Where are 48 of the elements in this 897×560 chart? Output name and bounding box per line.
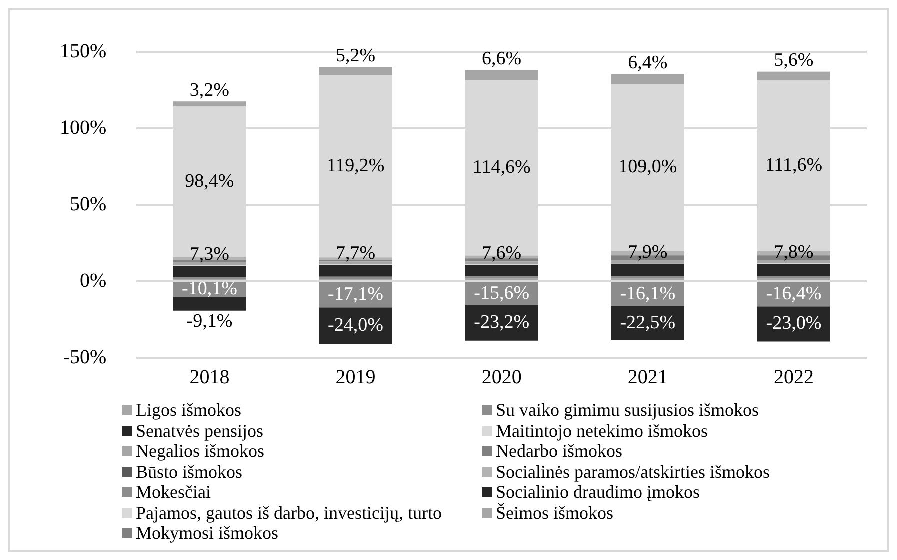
data-label: -22,5% bbox=[620, 312, 676, 334]
y-tick-label: 100% bbox=[60, 116, 107, 139]
data-label: -24,0% bbox=[328, 315, 384, 336]
legend-label: Ligos išmokos bbox=[136, 400, 242, 420]
data-label: -16,1% bbox=[620, 283, 676, 304]
x-tick-label: 2020 bbox=[482, 366, 522, 388]
data-label: -15,6% bbox=[474, 282, 530, 304]
x-tick-label: 2022 bbox=[774, 366, 814, 388]
data-label: 5,2% bbox=[336, 45, 376, 66]
data-label: 6,6% bbox=[482, 48, 522, 70]
legend-label: Šeimos išmokos bbox=[496, 502, 614, 523]
y-tick-label: -50% bbox=[63, 346, 107, 368]
data-label: 119,2% bbox=[326, 155, 385, 176]
data-label: -16,4% bbox=[766, 284, 822, 305]
data-label: 7,3% bbox=[190, 244, 230, 266]
data-label: 3,2% bbox=[190, 80, 230, 101]
data-label: 5,6% bbox=[774, 50, 814, 72]
legend-label: Senatvės pensijos bbox=[136, 420, 264, 441]
data-label: -17,1% bbox=[328, 284, 384, 306]
data-label: 111,6% bbox=[765, 155, 823, 176]
data-label: -23,2% bbox=[474, 312, 530, 334]
x-tick-label: 2021 bbox=[628, 366, 668, 388]
y-tick-label: 150% bbox=[60, 40, 107, 62]
legend-label: Negalios išmokos bbox=[136, 441, 264, 462]
legend-label: Mokesčiai bbox=[136, 482, 211, 502]
data-label: -9,1% bbox=[186, 310, 233, 332]
data-label: 114,6% bbox=[472, 157, 531, 178]
data-label: 7,8% bbox=[774, 242, 814, 264]
data-label: 7,9% bbox=[628, 242, 668, 263]
data-label: 6,4% bbox=[628, 52, 668, 74]
legend-label: Nedarbo išmokos bbox=[496, 441, 622, 462]
data-label: 109,0% bbox=[618, 156, 678, 178]
legend-label: Mokymosi išmokos bbox=[136, 523, 279, 544]
legend-label: Pajamos, gautos iš darbo, investicijų, turto bbox=[136, 502, 442, 523]
x-tick-label: 2018 bbox=[190, 366, 230, 388]
legend-label: Socialinio draudimo įmokos bbox=[496, 482, 700, 502]
data-label: 7,6% bbox=[482, 243, 522, 264]
data-label: -10,1% bbox=[182, 278, 238, 300]
legend-label: Būsto išmokos bbox=[136, 462, 243, 482]
legend-label: Su vaiko gimimu susijusios išmokos bbox=[496, 400, 760, 420]
data-label: 7,7% bbox=[336, 243, 376, 264]
y-tick-label: 0% bbox=[80, 270, 107, 292]
data-label: 98,4% bbox=[185, 171, 234, 192]
y-tick-label: 50% bbox=[70, 193, 107, 216]
legend-label: Maitintojo netekimo išmokos bbox=[496, 420, 708, 441]
x-tick-label: 2019 bbox=[336, 366, 376, 388]
legend-label: Socialinės paramos/atskirties išmokos bbox=[496, 462, 770, 482]
data-label: -23,0% bbox=[766, 313, 822, 334]
